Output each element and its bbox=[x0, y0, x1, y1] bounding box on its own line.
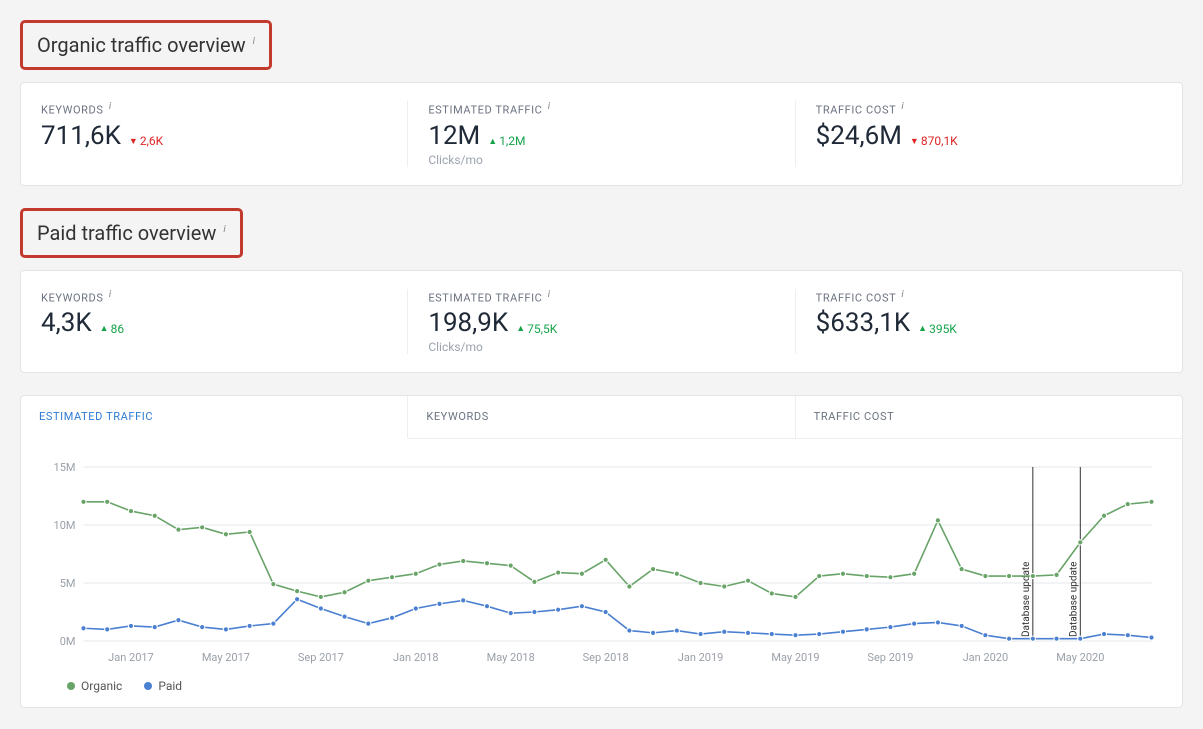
chart-legend: Organic Paid bbox=[21, 675, 1182, 707]
metric-value: 198,9K bbox=[428, 308, 508, 338]
svg-text:May 2018: May 2018 bbox=[487, 651, 535, 664]
info-icon[interactable]: i bbox=[548, 101, 551, 112]
legend-dot-icon bbox=[144, 682, 152, 690]
metric-label: KEYWORDS i bbox=[41, 101, 387, 117]
info-icon[interactable]: i bbox=[901, 101, 904, 112]
tab-estimated-traffic[interactable]: ESTIMATED TRAFFIC bbox=[21, 396, 408, 439]
svg-text:Sep 2018: Sep 2018 bbox=[583, 651, 629, 664]
traffic-line-chart: 0M 5M 10M 15M Database update Database update… bbox=[41, 459, 1162, 669]
metric-keywords: KEYWORDS i 4,3K ▲ 86 bbox=[21, 289, 408, 355]
metric-label: TRAFFIC COST i bbox=[816, 101, 1162, 117]
svg-text:Jan 2019: Jan 2019 bbox=[678, 651, 724, 664]
organic-title: Organic traffic overview bbox=[37, 33, 246, 57]
metric-value: 4,3K bbox=[41, 308, 92, 338]
metric-value: 711,6K bbox=[41, 121, 121, 151]
svg-text:Sep 2017: Sep 2017 bbox=[298, 651, 344, 664]
svg-text:May 2019: May 2019 bbox=[771, 651, 819, 664]
metric-estimated-traffic: ESTIMATED TRAFFIC i 198,9K ▲ 75,5K Clicks/m… bbox=[408, 289, 795, 355]
paid-title: Paid traffic overview bbox=[37, 221, 216, 245]
info-icon[interactable]: i bbox=[901, 289, 904, 300]
metric-keywords: KEYWORDS i 711,6K ▼ 2,6K bbox=[21, 101, 408, 167]
svg-text:May 2017: May 2017 bbox=[202, 651, 250, 664]
metric-change: ▼ 870,1K bbox=[910, 134, 958, 148]
info-icon[interactable]: i bbox=[109, 289, 112, 300]
metric-value: $633,1K bbox=[816, 308, 911, 338]
svg-text:Database update: Database update bbox=[1068, 562, 1079, 638]
metric-change: ▲ 395K bbox=[918, 322, 957, 336]
info-icon[interactable]: i bbox=[223, 224, 225, 235]
chart-tabs: ESTIMATED TRAFFICKEYWORDSTRAFFIC COST bbox=[21, 396, 1182, 439]
metric-value: $24,6M bbox=[816, 121, 902, 151]
up-arrow-icon: ▲ bbox=[516, 323, 525, 334]
legend-label: Organic bbox=[81, 679, 122, 693]
chart-area: 0M 5M 10M 15M Database update Database update… bbox=[21, 439, 1182, 675]
metric-label: KEYWORDS i bbox=[41, 289, 387, 305]
metric-traffic-cost: TRAFFIC COST i $633,1K ▲ 395K bbox=[796, 289, 1182, 355]
svg-text:May 2020: May 2020 bbox=[1056, 651, 1104, 664]
info-icon[interactable]: i bbox=[253, 36, 255, 47]
metric-value: 12M bbox=[428, 121, 480, 151]
metric-estimated-traffic: ESTIMATED TRAFFIC i 12M ▲ 1,2M Clicks/mo bbox=[408, 101, 795, 167]
metric-change: ▼ 2,6K bbox=[129, 134, 163, 148]
metric-traffic-cost: TRAFFIC COST i $24,6M ▼ 870,1K bbox=[796, 101, 1182, 167]
svg-text:Jan 2020: Jan 2020 bbox=[963, 651, 1009, 664]
info-icon[interactable]: i bbox=[548, 289, 551, 300]
svg-text:15M: 15M bbox=[54, 461, 76, 474]
metric-label: ESTIMATED TRAFFIC i bbox=[428, 289, 774, 305]
up-arrow-icon: ▲ bbox=[918, 323, 927, 334]
svg-text:0M: 0M bbox=[60, 635, 76, 648]
legend-item-organic[interactable]: Organic bbox=[67, 679, 122, 693]
up-arrow-icon: ▲ bbox=[100, 323, 109, 334]
tab-traffic-cost[interactable]: TRAFFIC COST bbox=[796, 396, 1182, 439]
metric-change: ▲ 86 bbox=[100, 322, 124, 336]
metric-change: ▲ 75,5K bbox=[516, 322, 557, 336]
legend-label: Paid bbox=[158, 679, 182, 693]
svg-text:Jan 2018: Jan 2018 bbox=[393, 651, 439, 664]
traffic-chart-card: ESTIMATED TRAFFICKEYWORDSTRAFFIC COST 0M… bbox=[20, 395, 1183, 708]
svg-text:10M: 10M bbox=[54, 519, 76, 532]
paid-metrics-card: KEYWORDS i 4,3K ▲ 86 ESTIMATED TRAFFIC i 198… bbox=[20, 270, 1183, 374]
svg-text:Jan 2017: Jan 2017 bbox=[108, 651, 154, 664]
down-arrow-icon: ▼ bbox=[129, 136, 138, 147]
organic-title-box: Organic traffic overview i bbox=[20, 20, 272, 70]
info-icon[interactable]: i bbox=[109, 101, 112, 112]
svg-text:Database update: Database update bbox=[1021, 562, 1032, 637]
metric-label: ESTIMATED TRAFFIC i bbox=[428, 101, 774, 117]
metric-sublabel: Clicks/mo bbox=[428, 340, 774, 354]
svg-text:5M: 5M bbox=[60, 577, 76, 590]
legend-item-paid[interactable]: Paid bbox=[144, 679, 182, 693]
paid-title-box: Paid traffic overview i bbox=[20, 208, 243, 258]
tab-keywords[interactable]: KEYWORDS bbox=[408, 396, 795, 439]
metric-sublabel: Clicks/mo bbox=[428, 153, 774, 167]
organic-metrics-card: KEYWORDS i 711,6K ▼ 2,6K ESTIMATED TRAFFIC … bbox=[20, 82, 1183, 186]
down-arrow-icon: ▼ bbox=[910, 136, 919, 147]
up-arrow-icon: ▲ bbox=[488, 136, 497, 147]
legend-dot-icon bbox=[67, 682, 75, 690]
metric-change: ▲ 1,2M bbox=[488, 134, 525, 148]
metric-label: TRAFFIC COST i bbox=[816, 289, 1162, 305]
svg-text:Sep 2019: Sep 2019 bbox=[867, 651, 913, 664]
